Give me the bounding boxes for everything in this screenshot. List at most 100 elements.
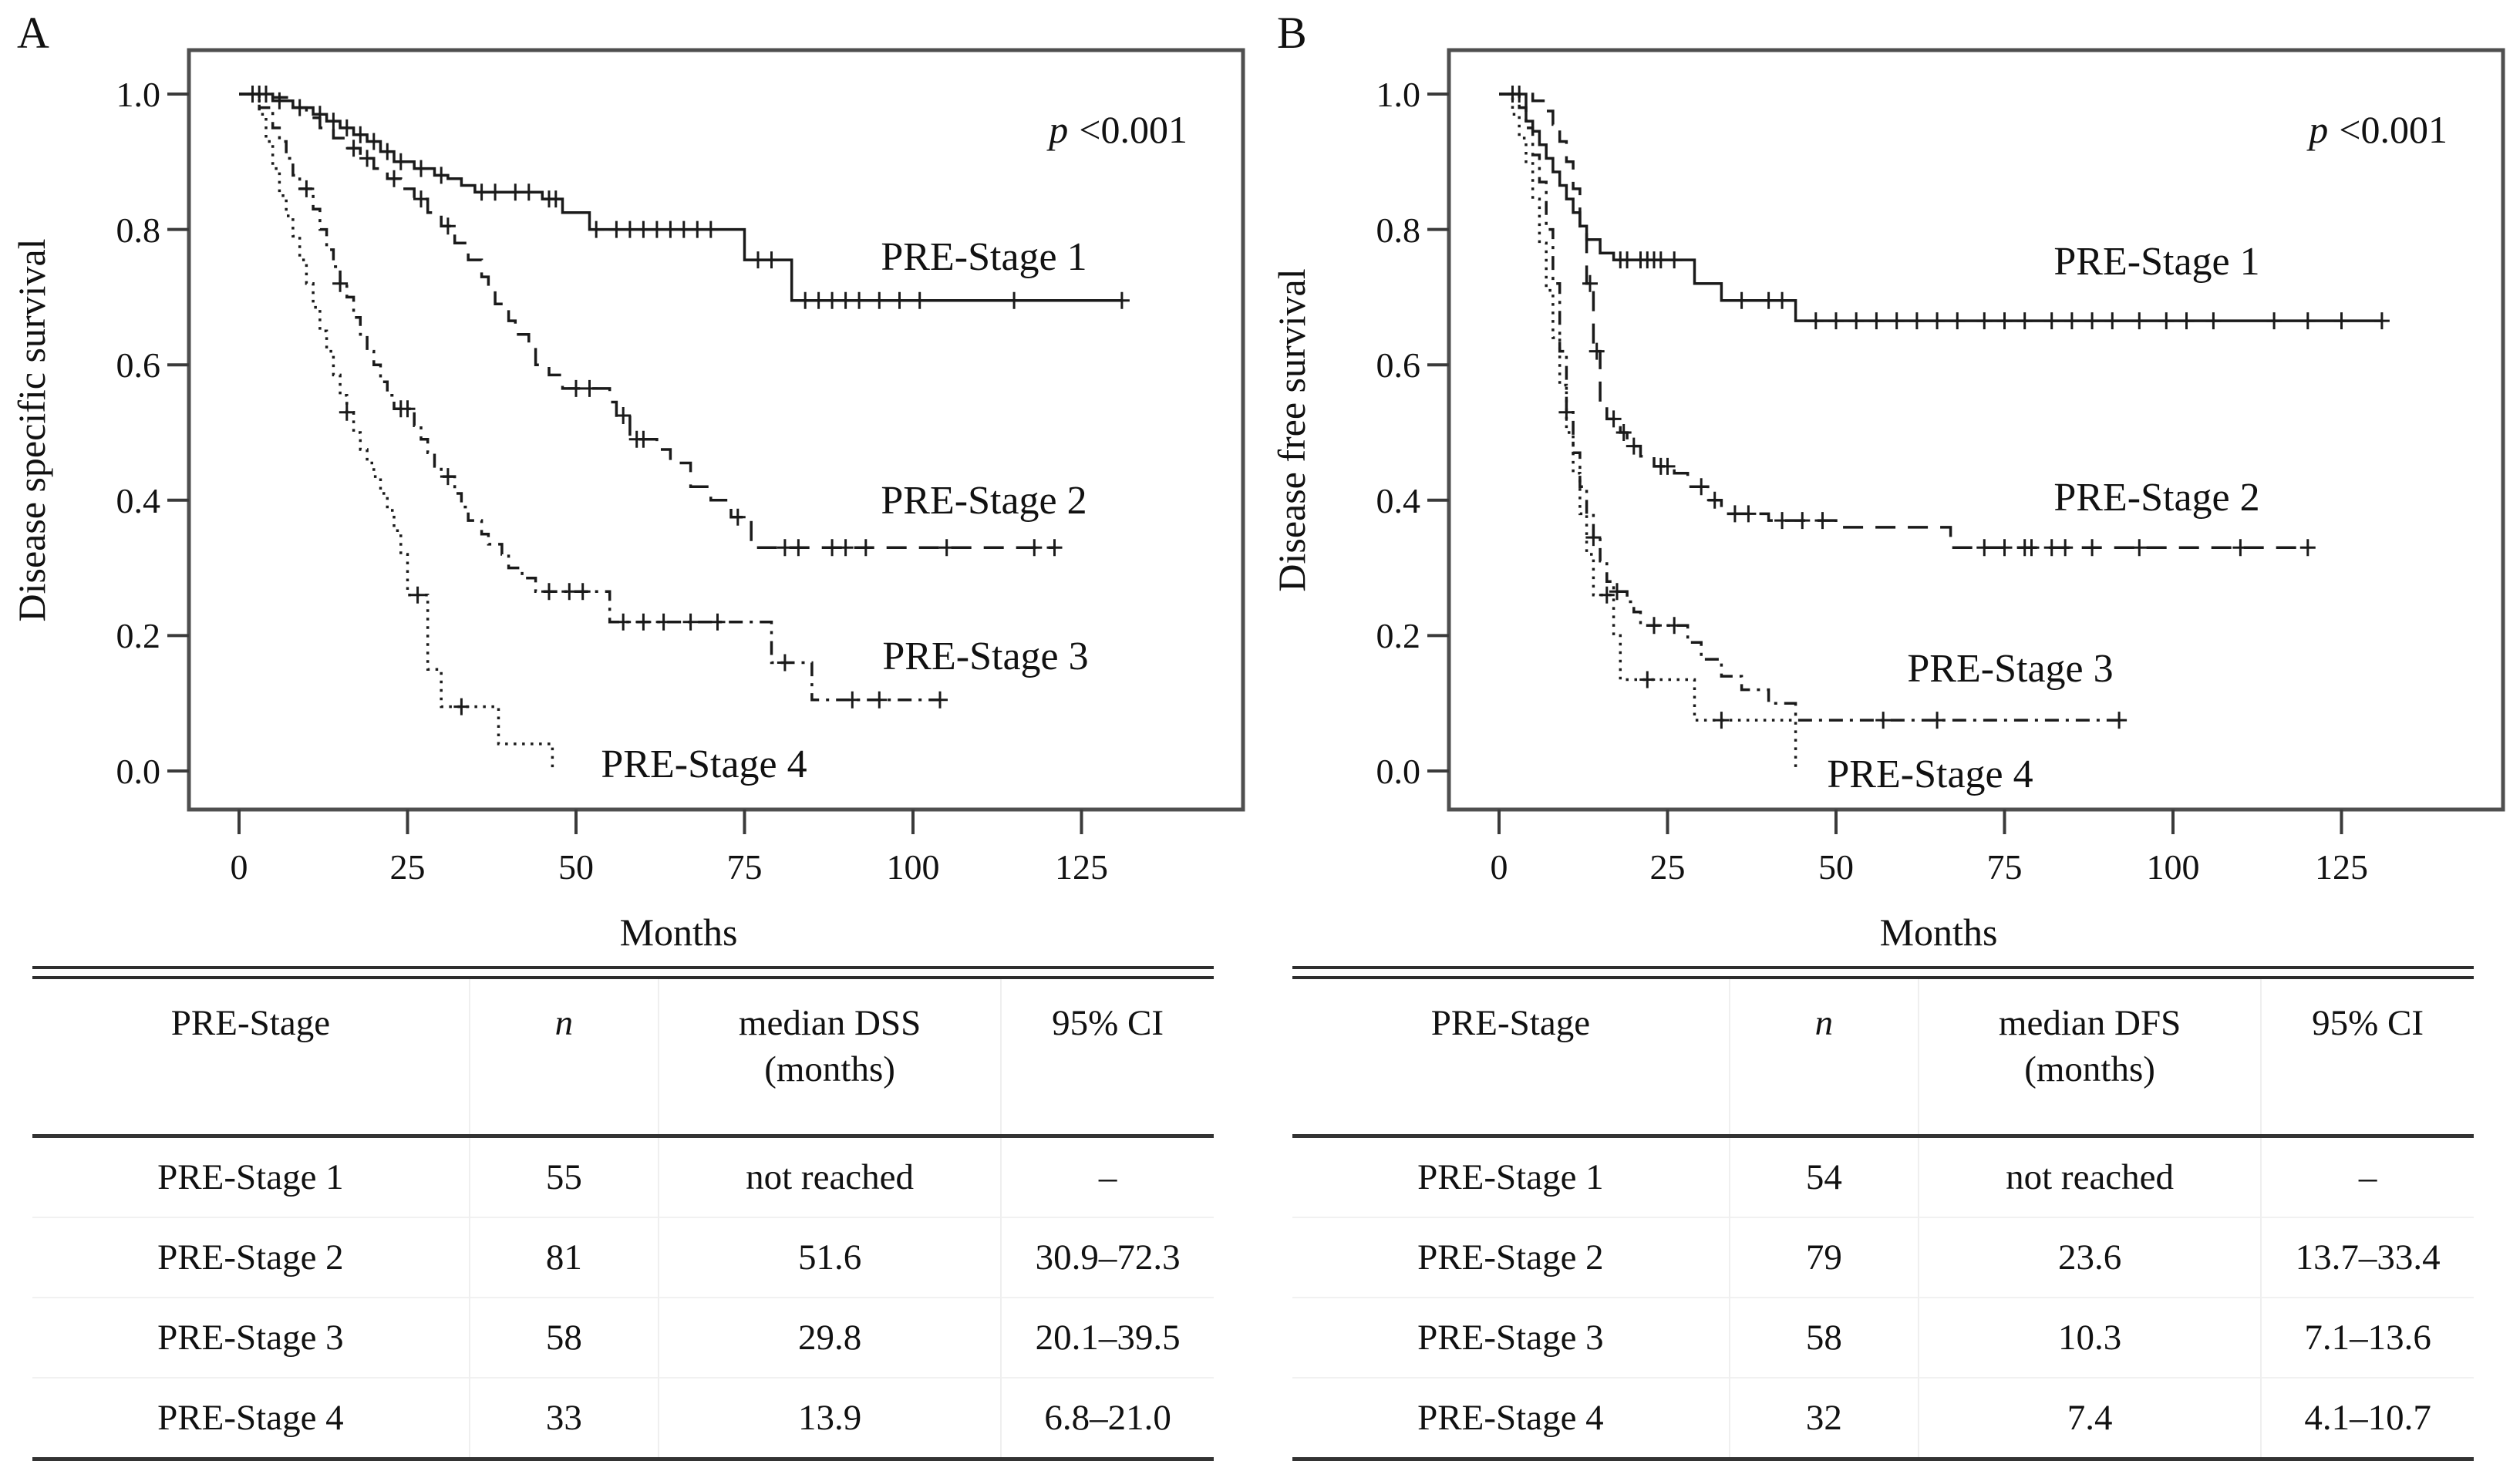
table-row: PRE-Stage 3 58 29.8 20.1–39.5 [32, 1297, 1214, 1378]
xtick-label: 125 [2315, 847, 2368, 887]
xtick-label: 75 [727, 847, 763, 887]
xtick-label: 0 [1491, 847, 1508, 887]
censor-marks-pre-stage-3 [298, 180, 948, 709]
ytick-label: 0.6 [116, 345, 161, 385]
ytick-label: 0.0 [116, 752, 161, 791]
col-header-median-line1: median DFS [1998, 1003, 2181, 1043]
ytick-label: 0.8 [1376, 210, 1421, 250]
ytick-label: 0.8 [116, 210, 161, 250]
xtick-label: 0 [231, 847, 248, 887]
cell-n: 79 [1728, 1217, 1919, 1298]
ytick-label: 0.4 [116, 481, 161, 520]
curves-layer [1427, 86, 2390, 834]
ytick-label: 0.2 [116, 616, 161, 655]
cell-n: 58 [468, 1297, 659, 1378]
cell-n: 81 [468, 1217, 659, 1298]
panel-a: A 1.0 0.8 0.6 0.4 0.2 0.0 0 25 50 75 100… [0, 0, 1260, 1461]
y-axis-title: Disease free survival [1270, 268, 1313, 591]
col-header-median: median DSS (months) [657, 979, 1002, 1138]
curve-label-stage4: PRE-Stage 4 [601, 742, 807, 786]
panel-letter-b: B [1277, 8, 1307, 58]
dss-table: PRE-Stage n median DSS (months) 95% CI PR… [32, 979, 1214, 1461]
col-header-median-line1: median DSS [738, 1003, 921, 1043]
cell-stage: PRE-Stage 2 [1292, 1217, 1730, 1298]
curve-label-stage2: PRE-Stage 2 [2053, 476, 2259, 520]
km-curve-pre-stage-2 [239, 93, 1055, 550]
table-header-row: PRE-Stage n median DFS (months) 95% CI [1292, 979, 2474, 1138]
cell-ci: – [2260, 1135, 2474, 1217]
cell-ci: 20.1–39.5 [1000, 1297, 1214, 1378]
cell-stage: PRE-Stage 2 [32, 1217, 470, 1298]
ytick-label: 0.4 [1376, 481, 1421, 520]
col-header-n: n [468, 979, 659, 1138]
panel-letter-a: A [17, 8, 49, 58]
xtick-label: 25 [1650, 847, 1686, 887]
curve-label-stage3: PRE-Stage 3 [882, 635, 1088, 678]
col-header-median: median DFS (months) [1917, 979, 2262, 1138]
cell-ci: – [1000, 1135, 1214, 1217]
km-plot-dfs: B 1.0 0.8 0.6 0.4 0.2 0.0 0 25 50 75 100… [1270, 8, 2505, 954]
xtick-label: 50 [1818, 847, 1854, 887]
summary-table-dss: PRE-Stage n median DSS (months) 95% CI PR… [32, 966, 1214, 1461]
km-curve-pre-stage-4 [239, 93, 554, 771]
table-row: PRE-Stage 1 55 not reached – [32, 1135, 1214, 1217]
table-row: PRE-Stage 2 79 23.6 13.7–33.4 [1292, 1217, 2474, 1298]
curve-label-stage2: PRE-Stage 2 [881, 479, 1086, 523]
cell-ci: 30.9–72.3 [1000, 1217, 1214, 1298]
cell-median: 51.6 [657, 1217, 1002, 1298]
table-row: PRE-Stage 3 58 10.3 7.1–13.6 [1292, 1297, 2474, 1378]
summary-table-dfs: PRE-Stage n median DFS (months) 95% CI PR… [1292, 966, 2474, 1461]
col-header-median-line2: (months) [2024, 1049, 2155, 1089]
xtick-label: 25 [390, 847, 426, 887]
table-row: PRE-Stage 1 54 not reached – [1292, 1135, 2474, 1217]
plot-frame [1447, 48, 2505, 812]
panel-b: B 1.0 0.8 0.6 0.4 0.2 0.0 0 25 50 75 100… [1260, 0, 2520, 1461]
cell-n: 54 [1728, 1135, 1919, 1217]
ytick-label: 1.0 [1376, 75, 1421, 114]
cell-stage: PRE-Stage 3 [32, 1297, 470, 1378]
curve-label-stage3: PRE-Stage 3 [1907, 647, 2113, 691]
cell-median: not reached [1917, 1135, 2262, 1217]
censor-marks-pre-stage-4 [339, 403, 470, 715]
x-axis-title: Months [620, 911, 738, 954]
cell-n: 55 [468, 1135, 659, 1217]
xtick-label: 100 [887, 847, 940, 887]
curves-layer [167, 86, 1130, 834]
table-top-rule [1292, 966, 2474, 979]
col-header-stage: PRE-Stage [32, 979, 470, 1138]
dfs-table: PRE-Stage n median DFS (months) 95% CI PR… [1292, 979, 2474, 1461]
cell-stage: PRE-Stage 3 [1292, 1297, 1730, 1378]
table-header-row: PRE-Stage n median DSS (months) 95% CI [32, 979, 1214, 1138]
x-axis-title: Months [1880, 911, 1998, 954]
censor-marks-pre-stage-2 [345, 140, 1063, 557]
curve-label-stage4: PRE-Stage 4 [1827, 752, 2033, 796]
table-top-rule [32, 966, 1214, 979]
curve-label-stage1: PRE-Stage 1 [881, 235, 1086, 279]
cell-median: not reached [657, 1135, 1002, 1217]
xtick-label: 100 [2147, 847, 2200, 887]
curve-label-stage1: PRE-Stage 1 [2053, 240, 2259, 284]
km-curve-pre-stage-1 [1499, 93, 2382, 322]
ytick-label: 0.2 [1376, 616, 1421, 655]
cell-ci: 13.7–33.4 [2260, 1217, 2474, 1298]
col-header-n: n [1728, 979, 1919, 1138]
km-plot-dss: A 1.0 0.8 0.6 0.4 0.2 0.0 0 25 50 75 100… [10, 8, 1245, 954]
col-header-stage: PRE-Stage [1292, 979, 1730, 1138]
km-curve-pre-stage-3 [1499, 93, 2120, 722]
table-row: PRE-Stage 2 81 51.6 30.9–72.3 [32, 1217, 1214, 1298]
cell-n: 58 [1728, 1297, 1919, 1378]
xtick-label: 75 [1987, 847, 2023, 887]
xtick-label: 50 [558, 847, 594, 887]
cell-ci: 7.1–13.6 [2260, 1297, 2474, 1378]
col-header-median-line2: (months) [764, 1049, 895, 1089]
y-axis-title: Disease specific survival [10, 238, 53, 621]
km-curve-pre-stage-4 [1499, 93, 1797, 771]
cell-stage: PRE-Stage 1 [1292, 1135, 1730, 1217]
censor-marks-pre-stage-4 [1599, 586, 1730, 729]
p-value: p <0.001 [1046, 108, 1188, 151]
censor-marks-pre-stage-3 [1558, 403, 2128, 729]
cell-median: 23.6 [1917, 1217, 2262, 1298]
cell-stage: PRE-Stage 1 [32, 1135, 470, 1217]
col-header-ci: 95% CI [2260, 979, 2474, 1138]
